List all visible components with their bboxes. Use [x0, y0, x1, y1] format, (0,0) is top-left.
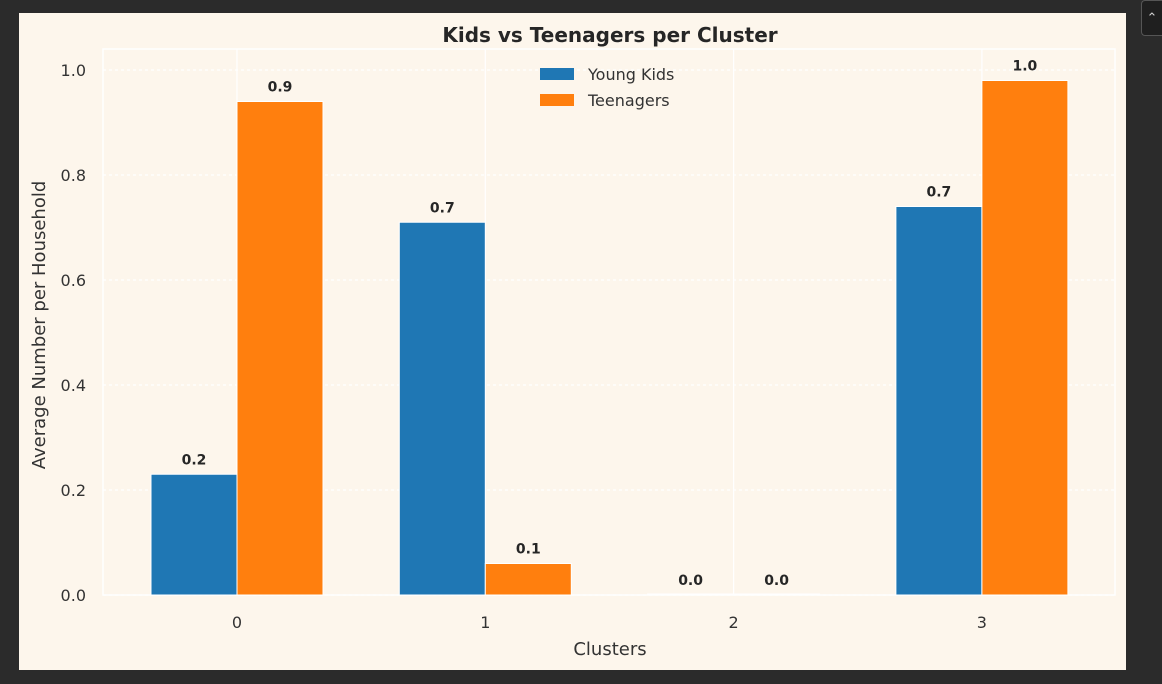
y-tick-label: 0.0 [61, 586, 86, 605]
bar [981, 80, 1069, 596]
bar-value-label: 1.0 [1012, 59, 1037, 75]
bar-value-label: 0.0 [764, 573, 789, 589]
y-tick-label: 0.4 [61, 376, 86, 395]
bar-value-label: 0.2 [182, 452, 207, 468]
legend-swatch [540, 68, 574, 80]
bar [150, 473, 238, 596]
bar [484, 563, 572, 596]
x-tick-label: 2 [729, 613, 739, 632]
x-tick-label: 3 [977, 613, 987, 632]
y-tick-label: 1.0 [61, 61, 86, 80]
bar [398, 221, 486, 596]
y-axis-label: Average Number per Household [29, 181, 50, 470]
chevron-up-icon: ⌃ [1146, 11, 1158, 26]
bar-value-label: 0.9 [268, 80, 293, 96]
bar [236, 101, 324, 596]
scroll-up-button[interactable]: ⌃ [1141, 0, 1162, 36]
bar-value-label: 0.1 [516, 542, 541, 558]
y-tick-label: 0.8 [61, 166, 86, 185]
x-tick-label: 0 [232, 613, 242, 632]
legend-label: Young Kids [587, 65, 674, 84]
bar-value-label: 0.0 [678, 573, 703, 589]
bar [895, 206, 983, 596]
x-tick-label: 1 [480, 613, 490, 632]
y-tick-label: 0.2 [61, 481, 86, 500]
x-axis-label: Clusters [573, 639, 646, 660]
bar-value-label: 0.7 [430, 200, 455, 216]
bar [733, 593, 821, 596]
chart-title: Kids vs Teenagers per Cluster [442, 23, 777, 47]
legend-label: Teenagers [587, 91, 670, 110]
legend-swatch [540, 94, 574, 106]
bar-value-label: 0.7 [926, 185, 951, 201]
chart-text: Kids vs Teenagers per Cluster Clusters A… [29, 23, 1038, 660]
y-tick-label: 0.6 [61, 271, 86, 290]
bars [150, 80, 1069, 596]
legend: Young Kids Teenagers [540, 65, 674, 110]
bar [647, 593, 735, 596]
